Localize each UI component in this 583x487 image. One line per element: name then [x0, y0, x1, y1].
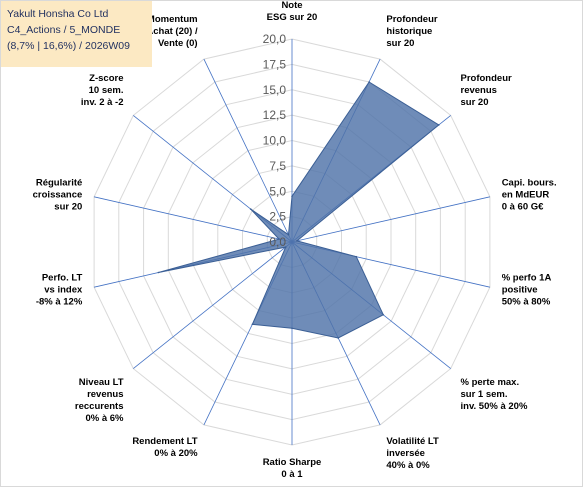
category-label-11: Régularité croissance sur 20: [33, 178, 83, 213]
data-point-6: [337, 337, 340, 339]
tick-label-6: 15,0: [263, 83, 287, 97]
tick-label-3: 7,5: [269, 159, 286, 173]
spoke-9: [133, 241, 293, 369]
title-line-performance: (8,7% | 16,6%) / 2026W09: [7, 40, 130, 52]
category-label-7: Ratio Sharpe 0 à 1: [263, 457, 322, 480]
tick-label-5: 12,5: [263, 108, 287, 122]
data-point-13: [287, 233, 290, 236]
data-point-11: [278, 238, 280, 240]
category-label-2: Profondeur revenus sur 20: [461, 73, 512, 108]
tick-label-1: 2,5: [269, 210, 286, 224]
category-label-5: % perte max. sur 1 sem. inv. 50% à 20%: [461, 377, 528, 412]
data-point-9: [284, 246, 287, 248]
data-point-5: [382, 314, 385, 316]
data-point-0: [291, 195, 293, 198]
data-point-10: [157, 271, 160, 274]
data-point-3: [296, 240, 298, 242]
category-labels: Note ESG sur 20 Profondeur historique sur 20…: [33, 0, 557, 480]
data-point-8: [251, 323, 254, 326]
tick-label-4: 10,0: [263, 134, 287, 148]
title-line-portfolio: C4_Actions / 5_MONDE: [7, 24, 121, 36]
category-label-3: Capi. bours. en MdEUR 0 à 60 G€: [502, 178, 557, 213]
tick-label-2: 5,0: [269, 184, 286, 198]
tick-label-0: 0,0: [269, 235, 286, 249]
data-point-4: [355, 255, 358, 258]
data-point-12: [249, 208, 252, 210]
category-label-12: Z-score 10 sem. inv. 2 à -2: [81, 73, 124, 108]
data-point-7: [291, 327, 293, 330]
spoke-11: [94, 196, 293, 243]
chart-title: Yakult Honsha Co Ltd C4_Actions / 5_MOND…: [1, 1, 152, 67]
data-point-2: [438, 124, 440, 126]
title-line-company: Yakult Honsha Co Ltd: [7, 8, 109, 20]
radar-series: [157, 81, 440, 339]
category-label-6: Volatilité LT inversée 40% à 0%: [386, 436, 439, 471]
category-label-10: Perfo. LT vs index -8% à 12%: [36, 272, 83, 307]
radial-tick-labels: 0,0 2,5 5,0 7,5 10,0 12,5 15,0 17,5 20,0: [263, 32, 287, 249]
category-label-4: % perfo 1A positive 50% à 80%: [502, 272, 552, 307]
data-point-1: [368, 81, 370, 83]
category-label-1: Profondeur historique sur 20: [386, 14, 437, 49]
category-label-0: Note ESG sur 20: [267, 0, 318, 23]
tick-label-7: 17,5: [263, 57, 287, 71]
series-area: [158, 81, 440, 339]
spoke-13: [203, 58, 293, 243]
category-label-8: Rendement LT 0% à 20%: [132, 436, 198, 459]
category-label-13: Momentum Achat (20) / Vente (0): [146, 14, 198, 49]
category-label-9: Niveau LT revenus reccurents 0% à 6%: [75, 377, 124, 424]
tick-label-8: 20,0: [263, 32, 287, 46]
spoke-3: [291, 196, 490, 243]
